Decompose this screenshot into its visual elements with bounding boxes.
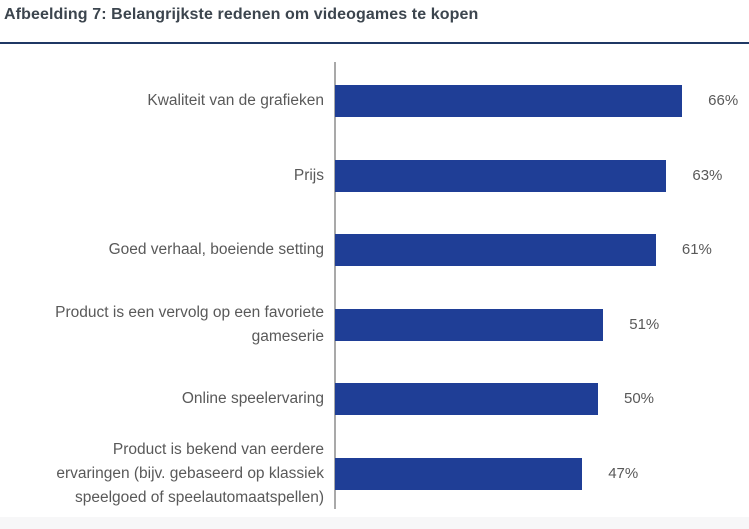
page-background-strip: [0, 517, 749, 529]
category-label: Product is bekend van eerdere ervaringen…: [56, 441, 324, 506]
category-label: Product is een vervolg op een favoriete …: [55, 303, 324, 345]
bar: [335, 159, 667, 192]
value-label: 50%: [624, 390, 655, 408]
title-underline: [0, 42, 749, 44]
value-label: 51%: [629, 315, 660, 333]
category-label: Kwaliteit van de grafieken: [147, 92, 324, 109]
bar: [335, 85, 683, 117]
bar-chart: Kwaliteit van de grafieken 66% Prijs 63% Goe…: [0, 52, 749, 517]
bar: [335, 234, 656, 267]
value-label: 66%: [708, 92, 739, 109]
y-axis-line: [334, 62, 336, 509]
category-label: Online speelervaring: [181, 390, 324, 408]
bar: [335, 383, 598, 416]
category-label: Prijs: [293, 166, 324, 184]
figure-title: Afbeelding 7: Belangrijkste redenen om v…: [4, 6, 479, 23]
bar: [335, 458, 583, 490]
category-label: Goed verhaal, boeiende setting: [108, 241, 324, 259]
bar: [335, 308, 604, 341]
value-label: 63%: [692, 166, 723, 184]
value-label: 47%: [608, 465, 639, 482]
value-label: 61%: [681, 241, 712, 259]
